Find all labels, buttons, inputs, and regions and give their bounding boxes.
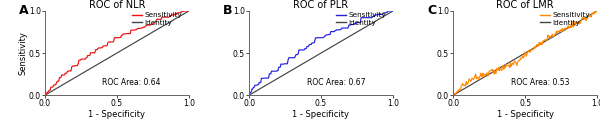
Legend: Sensitivity, Identity: Sensitivity, Identity [336,12,386,26]
Title: ROC of PLR: ROC of PLR [293,0,349,10]
Sensitivity [68,66,76,68]
Title: ROC of NLR: ROC of NLR [89,0,145,10]
Text: C: C [427,4,437,17]
Sensitivity [284,63,291,65]
Sensitivity [476,76,484,77]
Title: ROC of LMR: ROC of LMR [496,0,554,10]
Line: Sensitivity: Sensitivity [45,11,189,95]
Text: A: A [19,4,29,17]
Sensitivity [80,58,87,60]
Text: ROC Area: 0.53: ROC Area: 0.53 [511,78,569,87]
Sensitivity [591,10,598,12]
Sensitivity [593,10,600,12]
Sensitivity [50,84,57,86]
Sensitivity [488,69,495,71]
Sensitivity [180,10,187,12]
Text: ROC Area: 0.67: ROC Area: 0.67 [307,78,365,87]
Sensitivity [41,94,49,96]
Sensitivity [272,70,280,72]
Sensitivity [245,94,253,96]
Sensitivity [384,10,391,12]
Sensitivity [173,14,180,15]
X-axis label: 1 - Specificity: 1 - Specificity [88,110,145,119]
Legend: Sensitivity, Identity: Sensitivity, Identity [540,12,590,26]
Sensitivity [455,89,463,90]
Sensitivity [185,10,193,12]
Sensitivity [449,94,457,96]
Sensitivity [581,19,589,20]
Text: B: B [223,4,233,17]
Sensitivity [47,86,55,88]
Sensitivity [389,10,397,12]
Sensitivity [251,85,259,86]
Sensitivity [586,16,593,17]
Line: Sensitivity: Sensitivity [453,11,597,95]
Sensitivity [254,84,262,85]
Sensitivity [458,85,466,86]
X-axis label: 1 - Specificity: 1 - Specificity [497,110,554,119]
Y-axis label: Sensitivity: Sensitivity [19,31,28,75]
Sensitivity [382,12,389,14]
Text: ROC Area: 0.64: ROC Area: 0.64 [103,78,161,87]
Sensitivity [377,14,384,15]
Legend: Sensitivity, Identity: Sensitivity, Identity [132,12,182,26]
Line: Sensitivity: Sensitivity [249,11,393,95]
Sensitivity [178,11,185,12]
X-axis label: 1 - Specificity: 1 - Specificity [293,110,349,119]
